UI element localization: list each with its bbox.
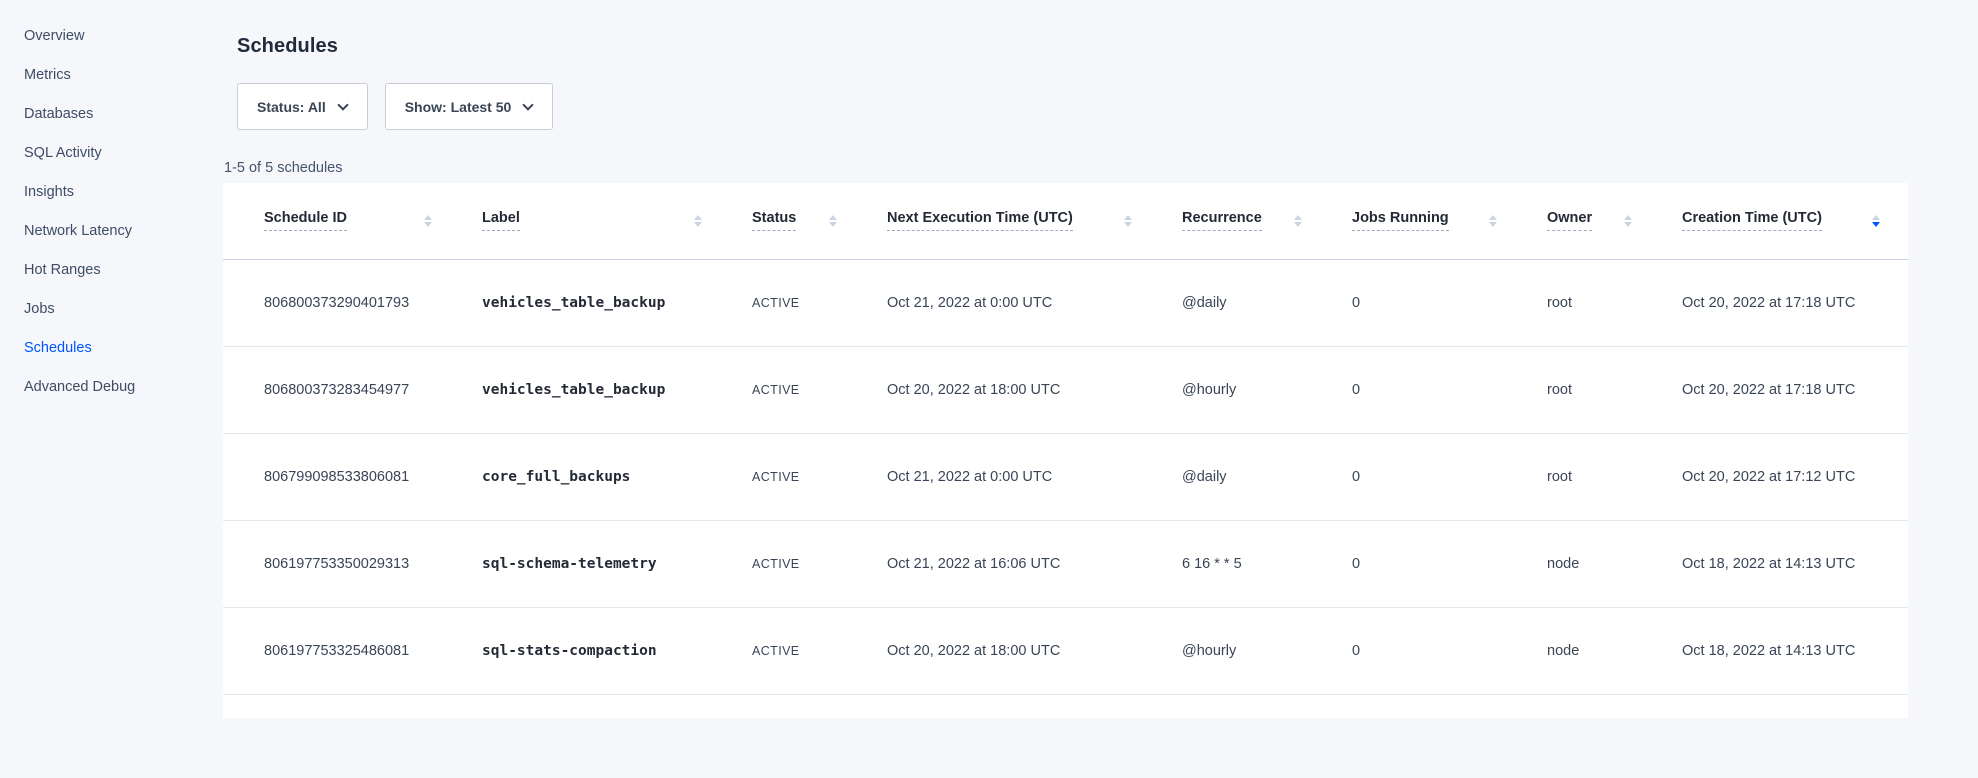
- table-row: 806799098533806081 core_full_backups ACT…: [223, 433, 1908, 521]
- column-header-status[interactable]: Status: [730, 183, 865, 260]
- column-label[interactable]: Jobs Running: [1352, 210, 1449, 232]
- schedule-label-cell: sql-stats-compaction: [460, 607, 730, 695]
- status-cell: ACTIVE: [730, 433, 865, 521]
- results-summary: 1-5 of 5 schedules: [224, 160, 343, 176]
- creation-time-cell: Oct 20, 2022 at 17:18 UTC: [1660, 259, 1908, 347]
- schedule-id-cell: 806197753350029313: [223, 520, 460, 608]
- column-header-recurrence[interactable]: Recurrence: [1160, 183, 1330, 260]
- owner-cell: node: [1525, 520, 1660, 608]
- sort-icon[interactable]: [424, 214, 432, 227]
- owner-cell: root: [1525, 433, 1660, 521]
- next-execution-cell: Oct 20, 2022 at 18:00 UTC: [865, 607, 1160, 695]
- jobs-running-cell: 0: [1330, 433, 1525, 521]
- sort-icon[interactable]: [1624, 214, 1632, 227]
- column-header-next-execution-time[interactable]: Next Execution Time (UTC): [865, 183, 1160, 260]
- sidebar-item-schedules[interactable]: Schedules: [24, 340, 92, 356]
- sidebar-item-hot-ranges[interactable]: Hot Ranges: [24, 262, 101, 278]
- page-title: Schedules: [237, 35, 338, 58]
- schedules-table: Schedule ID Label Status: [223, 183, 1908, 695]
- jobs-running-cell: 0: [1330, 607, 1525, 695]
- schedule-id-cell: 806197753325486081: [223, 607, 460, 695]
- column-label[interactable]: Creation Time (UTC): [1682, 210, 1822, 232]
- next-execution-cell: Oct 21, 2022 at 16:06 UTC: [865, 520, 1160, 608]
- status-filter-label: Status: All: [257, 98, 326, 115]
- table-header-row: Schedule ID Label Status: [223, 183, 1908, 260]
- jobs-running-cell: 0: [1330, 520, 1525, 608]
- schedule-label-cell: vehicles_table_backup: [460, 346, 730, 434]
- owner-cell: root: [1525, 259, 1660, 347]
- sidebar-item-network-latency[interactable]: Network Latency: [24, 223, 132, 239]
- column-header-creation-time[interactable]: Creation Time (UTC): [1660, 183, 1908, 260]
- sort-icon[interactable]: [829, 214, 837, 227]
- recurrence-cell: @daily: [1160, 433, 1330, 521]
- owner-cell: node: [1525, 607, 1660, 695]
- sort-icon[interactable]: [694, 214, 702, 227]
- column-label[interactable]: Owner: [1547, 210, 1593, 232]
- recurrence-cell: @hourly: [1160, 607, 1330, 695]
- recurrence-cell: @hourly: [1160, 346, 1330, 434]
- schedule-label-cell: vehicles_table_backup: [460, 259, 730, 347]
- filter-bar: Status: All Show: Latest 50: [237, 83, 554, 130]
- schedule-label-cell: sql-schema-telemetry: [460, 520, 730, 608]
- status-cell: ACTIVE: [730, 520, 865, 608]
- column-header-schedule-id[interactable]: Schedule ID: [223, 183, 460, 260]
- recurrence-cell: 6 16 * * 5: [1160, 520, 1330, 608]
- sidebar-item-insights[interactable]: Insights: [24, 184, 74, 200]
- table-row: 806800373290401793 vehicles_table_backup…: [223, 259, 1908, 347]
- owner-cell: root: [1525, 346, 1660, 434]
- status-cell: ACTIVE: [730, 346, 865, 434]
- column-label[interactable]: Label: [482, 210, 520, 232]
- table-row: 806197753350029313 sql-schema-telemetry …: [223, 520, 1908, 608]
- sidebar-item-sql-activity[interactable]: SQL Activity: [24, 145, 102, 161]
- status-cell: ACTIVE: [730, 607, 865, 695]
- table-row: 806197753325486081 sql-stats-compaction …: [223, 607, 1908, 695]
- column-label[interactable]: Schedule ID: [264, 210, 347, 232]
- creation-time-cell: Oct 20, 2022 at 17:12 UTC: [1660, 433, 1908, 521]
- show-filter-dropdown[interactable]: Show: Latest 50: [384, 83, 554, 130]
- creation-time-cell: Oct 20, 2022 at 17:18 UTC: [1660, 346, 1908, 434]
- chevron-down-icon: [337, 98, 349, 111]
- sort-icon[interactable]: [1294, 214, 1302, 227]
- sort-icon[interactable]: [1124, 214, 1132, 227]
- column-label[interactable]: Recurrence: [1182, 210, 1262, 232]
- table-row: 806800373283454977 vehicles_table_backup…: [223, 346, 1908, 434]
- jobs-running-cell: 0: [1330, 346, 1525, 434]
- column-header-jobs-running[interactable]: Jobs Running: [1330, 183, 1525, 260]
- show-filter-label: Show: Latest 50: [404, 98, 512, 115]
- jobs-running-cell: 0: [1330, 259, 1525, 347]
- schedules-table-card: Schedule ID Label Status: [223, 183, 1908, 718]
- column-header-label[interactable]: Label: [460, 183, 730, 260]
- schedule-label-cell: core_full_backups: [460, 433, 730, 521]
- sidebar-item-metrics[interactable]: Metrics: [24, 67, 71, 83]
- creation-time-cell: Oct 18, 2022 at 14:13 UTC: [1660, 520, 1908, 608]
- schedule-id-cell: 806800373290401793: [223, 259, 460, 347]
- sidebar-item-overview[interactable]: Overview: [24, 28, 85, 44]
- sidebar-item-advanced-debug[interactable]: Advanced Debug: [24, 379, 136, 395]
- schedule-id-cell: 806799098533806081: [223, 433, 460, 521]
- creation-time-cell: Oct 18, 2022 at 14:13 UTC: [1660, 607, 1908, 695]
- next-execution-cell: Oct 20, 2022 at 18:00 UTC: [865, 346, 1160, 434]
- schedule-id-cell: 806800373283454977: [223, 346, 460, 434]
- sort-desc-icon[interactable]: [1872, 214, 1880, 227]
- column-label[interactable]: Next Execution Time (UTC): [887, 210, 1073, 232]
- chevron-down-icon: [522, 98, 534, 111]
- status-cell: ACTIVE: [730, 259, 865, 347]
- column-header-owner[interactable]: Owner: [1525, 183, 1660, 260]
- status-filter-dropdown[interactable]: Status: All: [237, 83, 368, 130]
- recurrence-cell: @daily: [1160, 259, 1330, 347]
- next-execution-cell: Oct 21, 2022 at 0:00 UTC: [865, 433, 1160, 521]
- sidebar-item-jobs[interactable]: Jobs: [24, 301, 55, 317]
- sidebar-item-databases[interactable]: Databases: [24, 106, 94, 122]
- sort-icon[interactable]: [1489, 214, 1497, 227]
- column-label[interactable]: Status: [752, 210, 797, 232]
- sidebar-nav: Overview Metrics Databases SQL Activity …: [0, 0, 223, 778]
- next-execution-cell: Oct 21, 2022 at 0:00 UTC: [865, 259, 1160, 347]
